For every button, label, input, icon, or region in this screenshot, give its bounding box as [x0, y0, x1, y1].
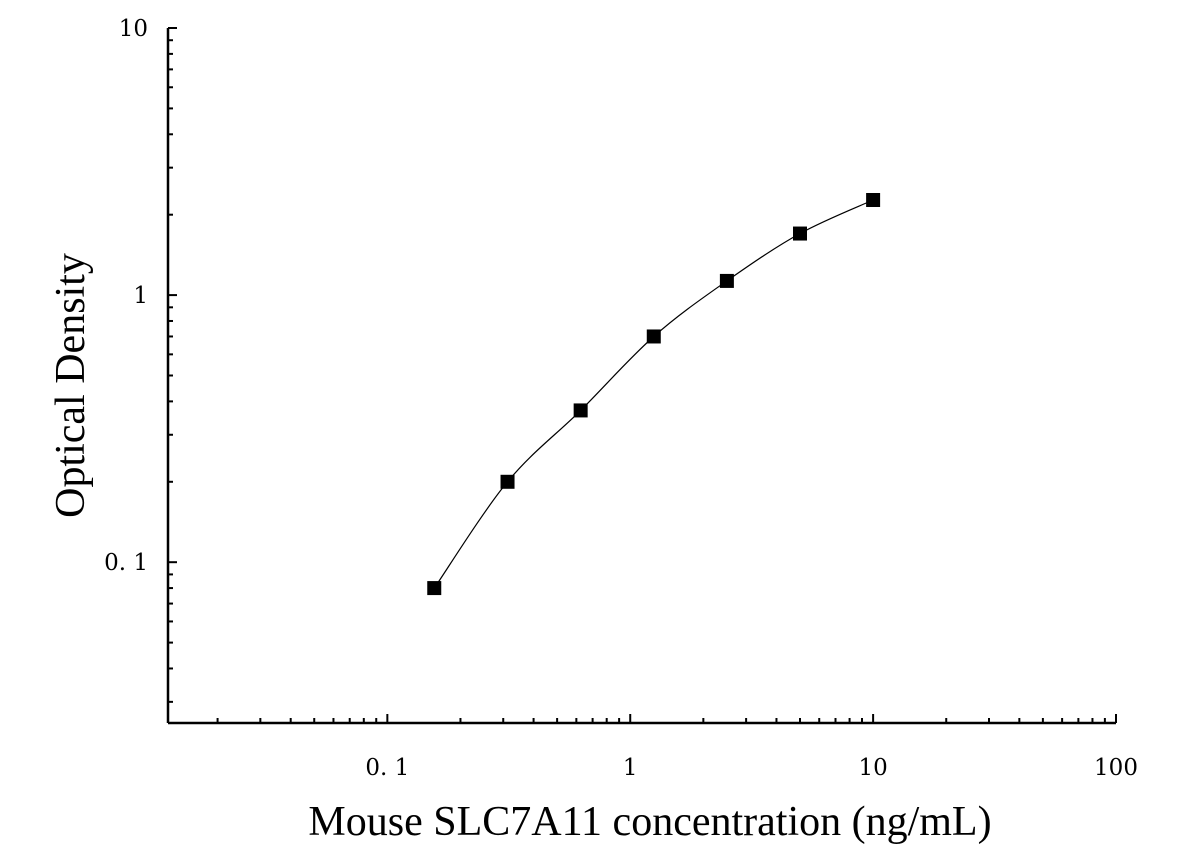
axes [166, 28, 1116, 725]
x-tick-label: 100 [1094, 755, 1138, 781]
x-ticks: 0. 1 1 10 100 [216, 714, 1138, 781]
data-point [719, 273, 734, 288]
data-point [427, 581, 442, 596]
data-point [500, 474, 515, 489]
x-tick-label: 10 [858, 755, 887, 781]
y-tick-label: 1 [133, 283, 148, 309]
data-point [866, 193, 881, 208]
data-point [573, 403, 588, 418]
data-point [793, 226, 807, 241]
data-point [646, 329, 661, 344]
y-ticks: 0. 1 1 10 [104, 16, 177, 703]
y-tick-label: 0. 1 [104, 550, 148, 576]
data-points [427, 193, 881, 596]
x-axis-title: Mouse SLC7A11 concentration (ng/mL) [308, 799, 991, 845]
x-tick-label: 0. 1 [365, 755, 409, 781]
fit-curve [433, 199, 874, 589]
x-tick-label: 1 [623, 755, 638, 781]
y-axis-title: Optical Density [48, 253, 94, 518]
y-tick-label: 10 [119, 16, 148, 42]
